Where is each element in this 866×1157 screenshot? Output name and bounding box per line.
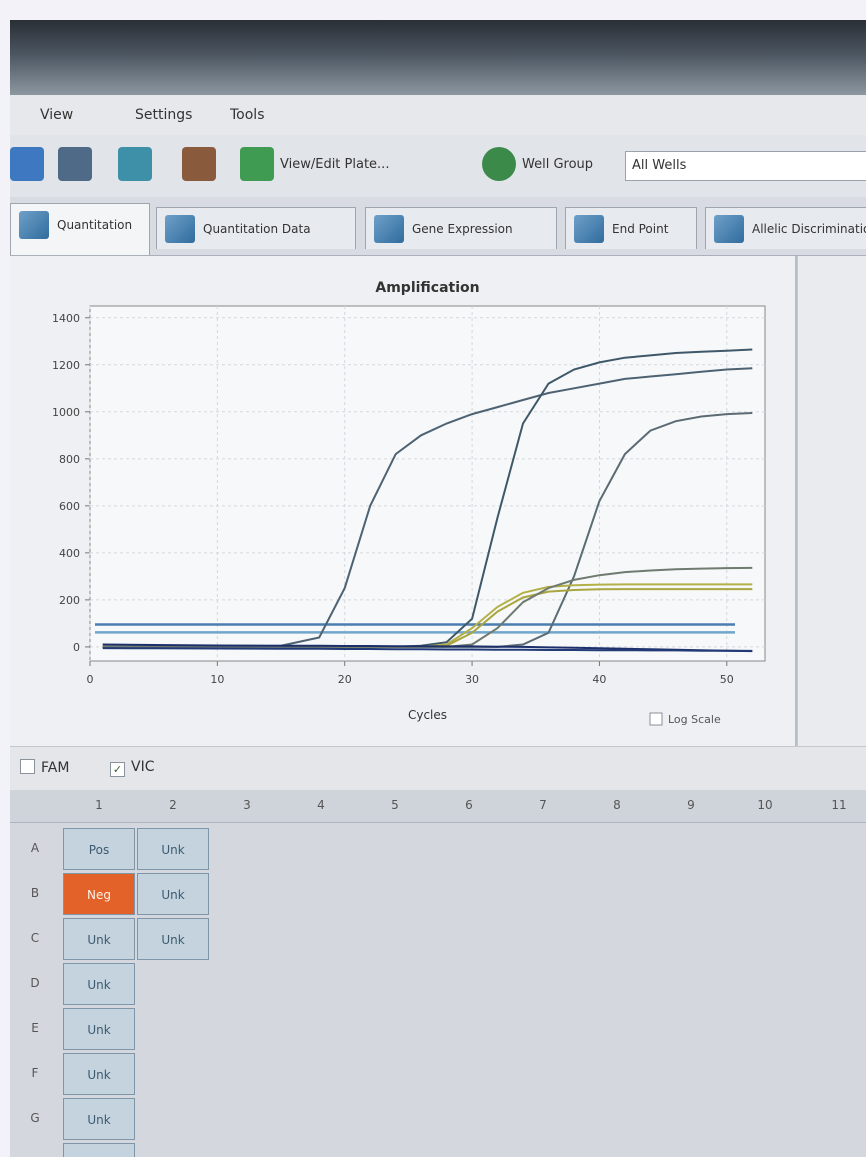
well[interactable]: Unk xyxy=(137,918,209,960)
well[interactable]: Unk xyxy=(63,1143,135,1157)
log-scale-toggle[interactable]: Log Scale xyxy=(650,713,721,726)
well[interactable]: Pos xyxy=(63,828,135,870)
tab[interactable]: Quantitation Data xyxy=(156,207,356,249)
menu-item[interactable]: View xyxy=(40,107,73,123)
plate-header: 123456789101112 xyxy=(10,790,866,823)
checkbox[interactable]: ✓ xyxy=(110,762,125,777)
well[interactable]: Unk xyxy=(63,1098,135,1140)
well[interactable]: Unk xyxy=(137,873,209,915)
chart-title: Amplification xyxy=(375,280,479,296)
export-icon[interactable] xyxy=(118,147,152,181)
menu-item[interactable]: Settings xyxy=(135,107,192,123)
log-scale-label: Log Scale xyxy=(668,713,721,726)
well-group-icon xyxy=(482,147,516,181)
tab-icon xyxy=(574,215,604,243)
row-header: B xyxy=(20,886,50,900)
tab[interactable]: Quantitation xyxy=(10,203,150,255)
report-icon[interactable] xyxy=(182,147,216,181)
tab[interactable]: End Point xyxy=(565,207,697,249)
well-group-label: Well Group xyxy=(522,157,593,172)
side-pane xyxy=(797,256,866,746)
x-tick-label: 40 xyxy=(592,673,606,686)
y-tick-label: 1400 xyxy=(52,312,80,325)
tab-icon xyxy=(19,211,49,239)
print-icon[interactable] xyxy=(58,147,92,181)
column-header: 4 xyxy=(284,798,358,812)
checkbox[interactable] xyxy=(20,759,35,774)
column-header: 2 xyxy=(136,798,210,812)
view-edit-plate-button[interactable]: View/Edit Plate... xyxy=(280,157,389,172)
column-header: 6 xyxy=(432,798,506,812)
column-header: 7 xyxy=(506,798,580,812)
tab[interactable]: Allelic Discrimination xyxy=(705,207,866,249)
column-header: 10 xyxy=(728,798,802,812)
row-header: F xyxy=(20,1066,50,1080)
menu-item[interactable]: Tools xyxy=(230,107,265,123)
well[interactable]: Unk xyxy=(63,1053,135,1095)
y-tick-label: 400 xyxy=(59,547,80,560)
tab-label: Allelic Discrimination xyxy=(752,222,866,236)
y-tick-label: 1000 xyxy=(52,406,80,419)
column-header: 3 xyxy=(210,798,284,812)
chart: Amplification 0 200 400 600 800 1000 1200 1400 0 1… xyxy=(10,256,795,746)
channel-name: FAM xyxy=(41,760,69,776)
column-header: 9 xyxy=(654,798,728,812)
plate-view: 123456789101112 APosUnkBNegUnkCUnkUnkDUn… xyxy=(10,790,866,1157)
x-tick-label: 0 xyxy=(87,673,94,686)
tab-label: Quantitation Data xyxy=(203,222,311,236)
well[interactable]: Unk xyxy=(137,828,209,870)
y-tick-label: 800 xyxy=(59,453,80,466)
y-tick-label: 0 xyxy=(73,641,80,654)
tab-icon xyxy=(374,215,404,243)
title-bar xyxy=(10,20,866,95)
column-header: 5 xyxy=(358,798,432,812)
checkbox[interactable] xyxy=(650,713,662,725)
row-header: G xyxy=(20,1111,50,1125)
x-tick-label: 50 xyxy=(720,673,734,686)
x-tick-label: 30 xyxy=(465,673,479,686)
tab-label: Gene Expression xyxy=(412,222,513,236)
tab-bar: Quantitation Quantitation Data Gene Expres… xyxy=(10,197,866,256)
well[interactable]: Neg xyxy=(63,873,135,915)
plot-area xyxy=(90,306,765,661)
tab-label: Quantitation xyxy=(57,218,132,232)
column-header: 8 xyxy=(580,798,654,812)
y-tick-label: 200 xyxy=(59,594,80,607)
tab[interactable]: Gene Expression xyxy=(365,207,557,249)
tab-label: End Point xyxy=(612,222,668,236)
screen: {"menu": ["View", "Settings", "Tools"], … xyxy=(0,0,866,1157)
well[interactable]: Unk xyxy=(63,1008,135,1050)
row-header: C xyxy=(20,931,50,945)
channel-name: VIC xyxy=(131,759,154,775)
well[interactable]: Unk xyxy=(63,918,135,960)
chart-pane: Amplification 0 200 400 600 800 1000 1200 1400 0 1… xyxy=(10,256,797,746)
channel-bar: FAM ✓ VIC xyxy=(10,746,866,791)
row-header: D xyxy=(20,976,50,990)
y-tick-label: 600 xyxy=(59,500,80,513)
menu-bar: View Settings Tools xyxy=(10,95,866,136)
column-header: 11 xyxy=(802,798,866,812)
toolbar: View/Edit Plate... Well Group All Wells xyxy=(10,135,866,198)
well-group-dropdown[interactable]: All Wells xyxy=(625,151,866,181)
x-tick-label: 10 xyxy=(210,673,224,686)
plate-icon[interactable] xyxy=(240,147,274,181)
row-header: E xyxy=(20,1021,50,1035)
well[interactable]: Unk xyxy=(63,963,135,1005)
icon[interactable] xyxy=(10,147,44,181)
y-tick-label: 1200 xyxy=(52,359,80,372)
column-header: 1 xyxy=(62,798,136,812)
x-tick-label: 20 xyxy=(338,673,352,686)
x-axis-label: Cycles xyxy=(408,708,447,722)
tab-icon xyxy=(714,215,744,243)
tab-icon xyxy=(165,215,195,243)
channel-toggle[interactable]: ✓ VIC xyxy=(110,759,154,777)
row-header: A xyxy=(20,841,50,855)
channel-toggle[interactable]: FAM xyxy=(20,759,69,776)
